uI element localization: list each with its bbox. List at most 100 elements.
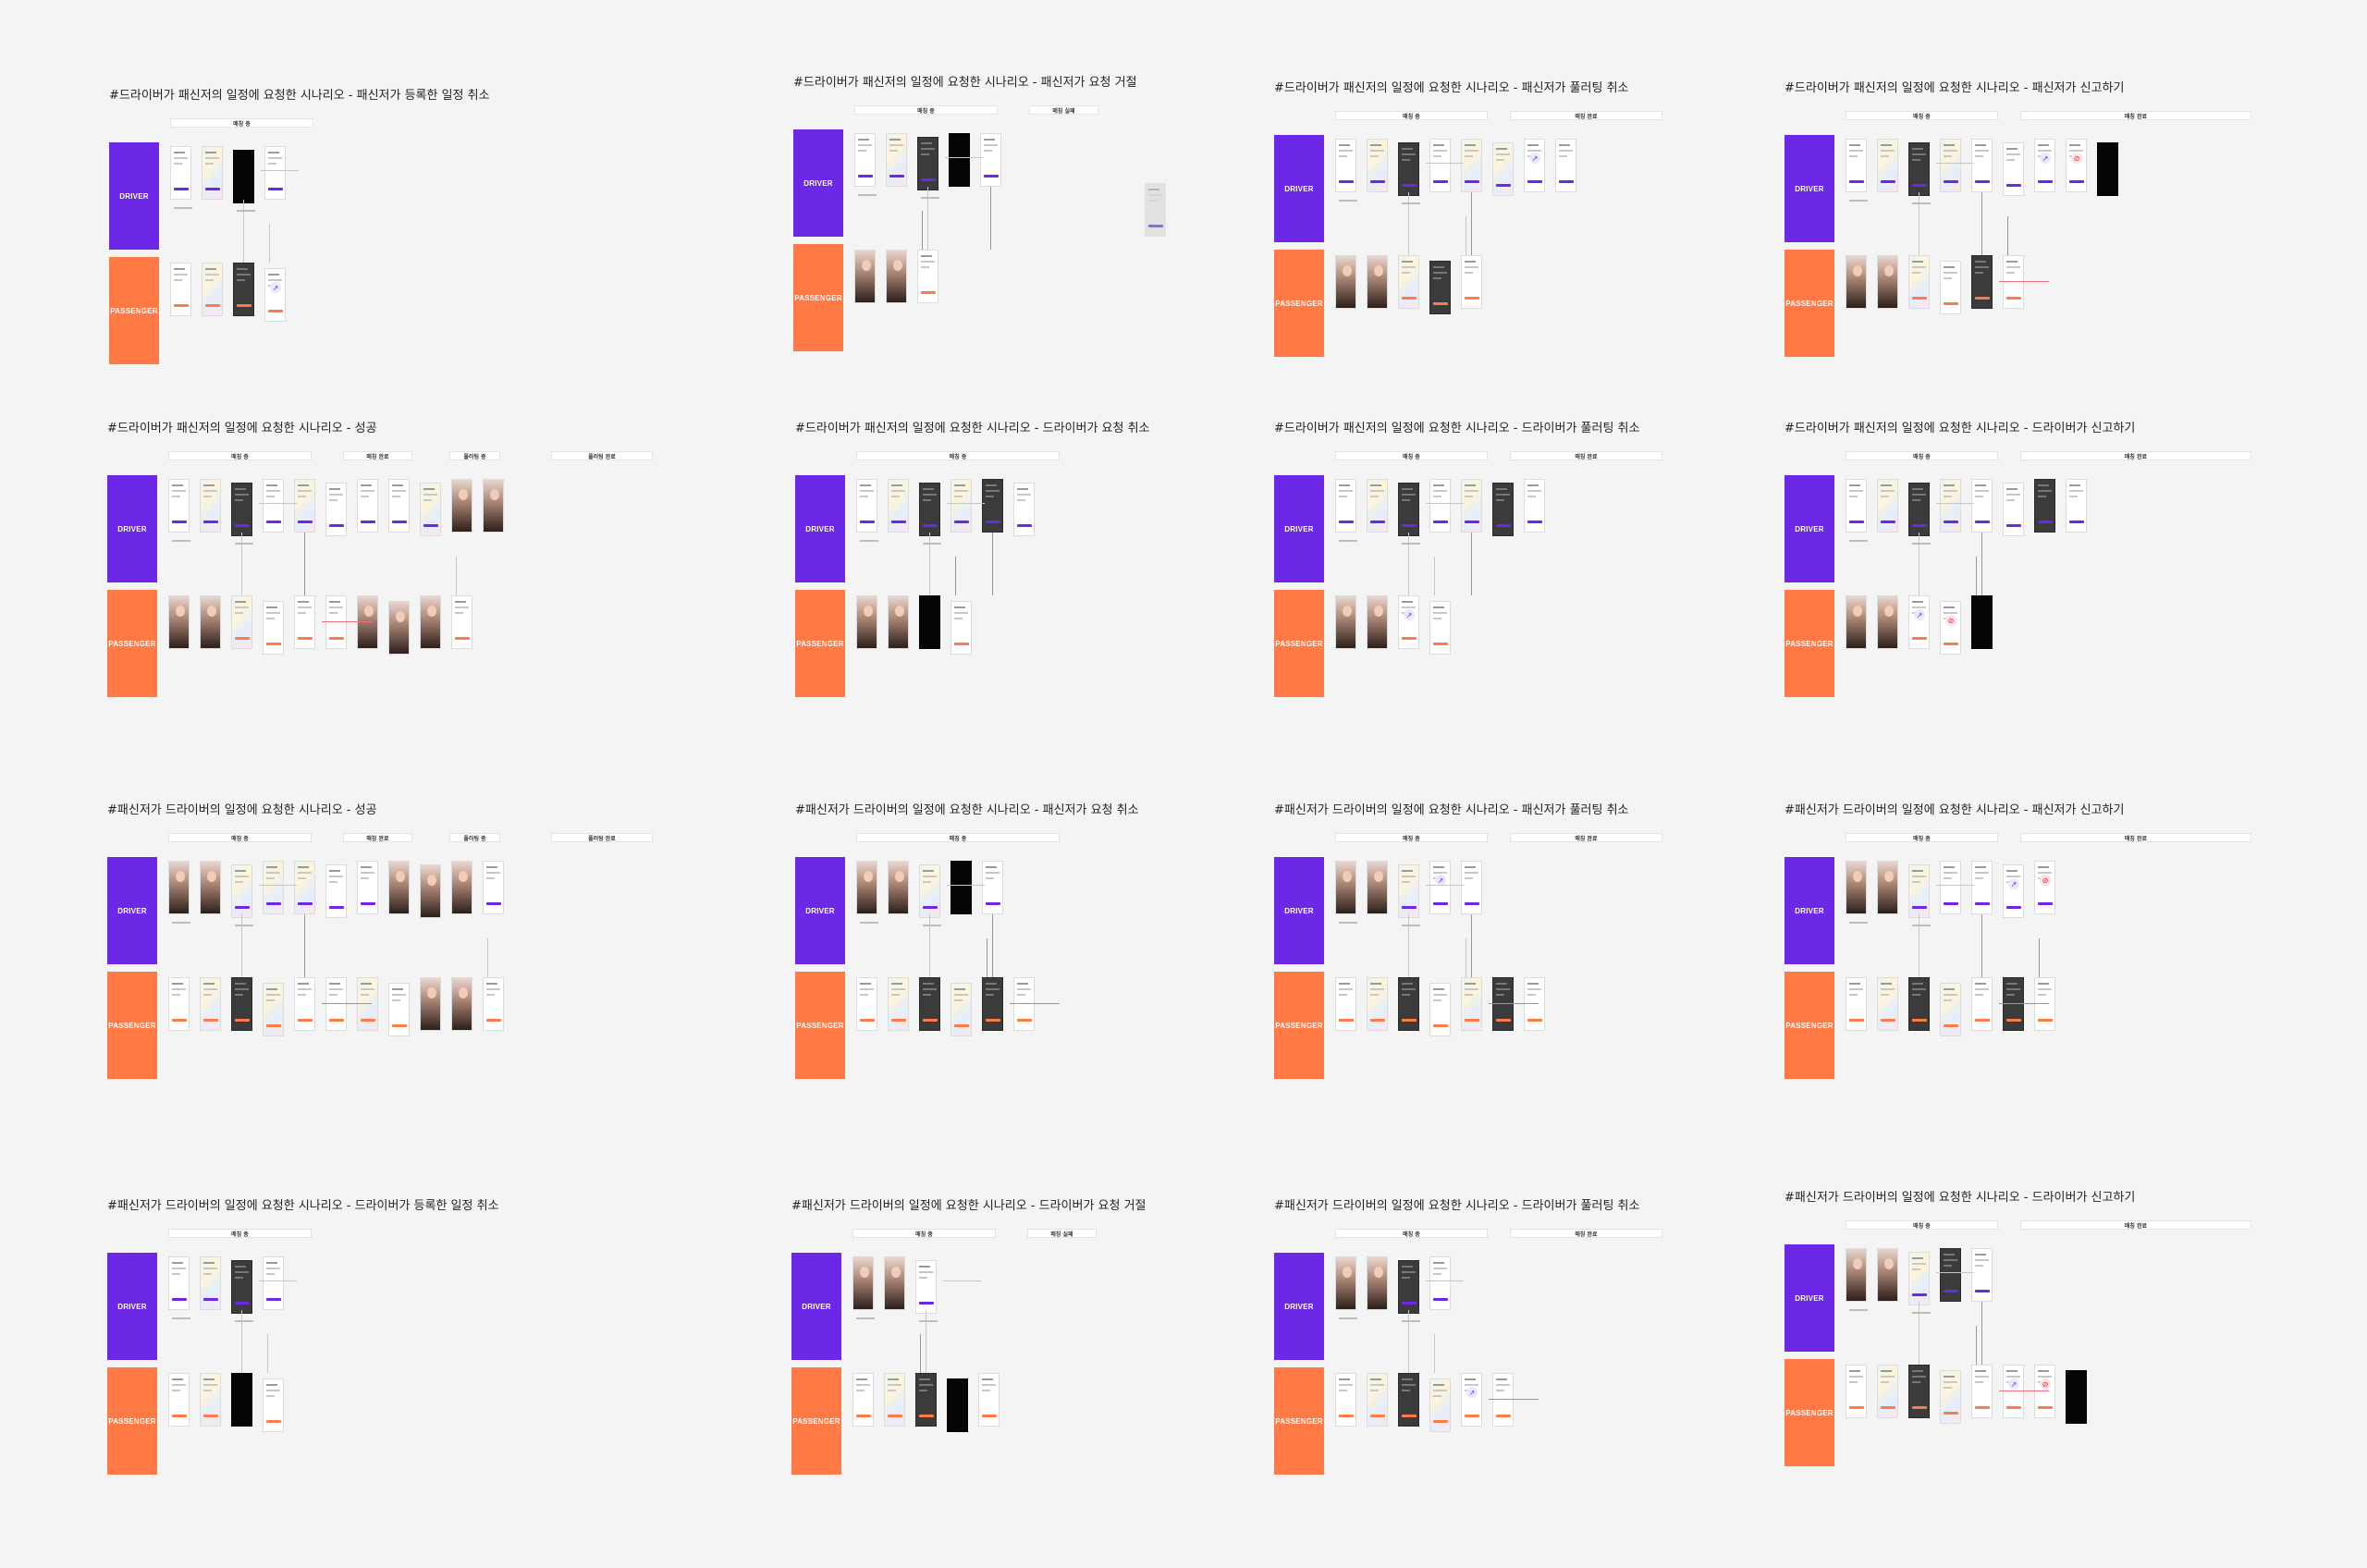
scenario-board[interactable]: #드라이버가 패신저의 일정에 요청한 시나리오 - 성공 DRIVER PASS… (107, 418, 754, 769)
app-screen-thumbnail[interactable] (1335, 139, 1356, 192)
app-screen-thumbnail[interactable] (1367, 139, 1388, 192)
scenario-board[interactable]: #패신저가 드라이버의 일정에 요청한 시나리오 - 패신저가 요청 취소 DR… (795, 800, 1442, 1151)
app-screen-thumbnail[interactable] (388, 479, 410, 533)
app-screen-thumbnail[interactable] (231, 595, 252, 649)
app-screen-thumbnail[interactable] (2003, 255, 2024, 309)
app-screen-thumbnail[interactable] (1367, 1256, 1388, 1310)
app-screen-thumbnail[interactable]: ↗ (1429, 861, 1451, 914)
app-screen-thumbnail[interactable] (1492, 483, 1514, 536)
app-screen-thumbnail[interactable] (1367, 977, 1388, 1031)
app-screen-thumbnail[interactable] (978, 1373, 1000, 1427)
app-screen-thumbnail[interactable] (1846, 595, 1867, 649)
app-screen-thumbnail[interactable] (1908, 255, 1930, 309)
app-screen-thumbnail[interactable] (856, 595, 877, 649)
app-screen-thumbnail[interactable] (919, 864, 940, 918)
app-screen-thumbnail[interactable] (202, 263, 223, 316)
app-screen-thumbnail[interactable] (325, 483, 347, 536)
app-screen-thumbnail[interactable] (888, 595, 909, 649)
app-screen-thumbnail[interactable] (886, 250, 907, 303)
app-screen-thumbnail[interactable] (982, 861, 1003, 914)
app-screen-thumbnail[interactable] (884, 1373, 905, 1427)
app-screen-thumbnail[interactable] (1908, 1365, 1930, 1418)
app-screen-thumbnail[interactable] (1429, 139, 1451, 192)
app-screen-thumbnail[interactable] (1335, 479, 1356, 533)
app-screen-thumbnail[interactable] (168, 479, 190, 533)
app-screen-thumbnail[interactable] (919, 977, 940, 1031)
app-screen-thumbnail[interactable] (1398, 483, 1419, 536)
app-screen-thumbnail[interactable]: ↗ (2003, 1365, 2024, 1418)
app-screen-thumbnail[interactable] (1367, 479, 1388, 533)
scenario-board[interactable]: #패신저가 드라이버의 일정에 요청한 시나리오 - 드라이버가 등록한 일정 … (107, 1195, 754, 1547)
app-screen-thumbnail[interactable] (1398, 255, 1419, 309)
app-screen-thumbnail[interactable] (264, 146, 286, 200)
app-screen-thumbnail[interactable] (231, 977, 252, 1031)
app-screen-thumbnail[interactable] (202, 146, 223, 200)
app-screen-thumbnail[interactable] (1908, 142, 1930, 196)
scenario-board[interactable]: #패신저가 드라이버의 일정에 요청한 시나리오 - 드라이버가 요청 거절 D… (791, 1195, 1439, 1547)
app-screen-thumbnail[interactable] (980, 133, 1001, 187)
app-screen-thumbnail[interactable] (168, 1256, 190, 1310)
scenario-board[interactable]: #드라이버가 패신저의 일정에 요청한 시나리오 - 패신저가 풀러팅 취소 D… (1274, 78, 1921, 429)
app-screen-thumbnail[interactable] (388, 601, 410, 655)
app-screen-thumbnail[interactable] (947, 1378, 968, 1432)
app-screen-thumbnail[interactable] (483, 861, 504, 914)
app-screen-thumbnail[interactable] (451, 977, 472, 1031)
app-screen-thumbnail[interactable] (451, 479, 472, 533)
app-screen-thumbnail[interactable] (1846, 479, 1867, 533)
app-screen-thumbnail[interactable] (2034, 479, 2055, 533)
app-screen-thumbnail[interactable] (884, 1256, 905, 1310)
app-screen-thumbnail[interactable]: ⊘ (2066, 139, 2087, 192)
app-screen-thumbnail[interactable] (1429, 983, 1451, 1036)
app-screen-thumbnail[interactable] (888, 861, 909, 914)
app-screen-thumbnail[interactable] (888, 977, 909, 1031)
app-screen-thumbnail[interactable] (1524, 977, 1545, 1031)
app-screen-thumbnail[interactable] (915, 1373, 937, 1427)
app-screen-thumbnail[interactable] (1908, 864, 1930, 918)
app-screen-thumbnail[interactable] (2003, 142, 2024, 196)
app-screen-thumbnail[interactable] (950, 601, 972, 655)
app-screen-thumbnail[interactable] (854, 133, 876, 187)
app-screen-thumbnail[interactable] (1367, 255, 1388, 309)
app-screen-thumbnail[interactable] (325, 977, 347, 1031)
app-screen-thumbnail[interactable] (1335, 255, 1356, 309)
app-screen-thumbnail[interactable] (1145, 183, 1166, 237)
app-screen-thumbnail[interactable] (1429, 1378, 1451, 1432)
app-screen-thumbnail[interactable] (1335, 1256, 1356, 1310)
app-screen-thumbnail[interactable] (357, 595, 378, 649)
app-screen-thumbnail[interactable] (1971, 479, 1993, 533)
app-screen-thumbnail[interactable] (917, 137, 938, 190)
app-screen-thumbnail[interactable] (170, 146, 191, 200)
app-screen-thumbnail[interactable] (856, 861, 877, 914)
app-screen-thumbnail[interactable] (1555, 139, 1576, 192)
app-screen-thumbnail[interactable] (1940, 983, 1961, 1036)
app-screen-thumbnail[interactable] (1940, 479, 1961, 533)
scenario-board[interactable]: #패신저가 드라이버의 일정에 요청한 시나리오 - 드라이버가 신고하기 DR… (1784, 1187, 2367, 1538)
app-screen-thumbnail[interactable] (1877, 255, 1898, 309)
app-screen-thumbnail[interactable] (1398, 142, 1419, 196)
app-screen-thumbnail[interactable] (168, 861, 190, 914)
app-screen-thumbnail[interactable] (263, 1256, 284, 1310)
app-screen-thumbnail[interactable] (325, 864, 347, 918)
app-screen-thumbnail[interactable] (2003, 483, 2024, 536)
app-screen-thumbnail[interactable] (1846, 1248, 1867, 1302)
app-screen-thumbnail[interactable] (231, 483, 252, 536)
scenario-board[interactable]: #패신저가 드라이버의 일정에 요청한 시나리오 - 패신저가 신고하기 DRI… (1784, 800, 2367, 1151)
app-screen-thumbnail[interactable] (200, 595, 221, 649)
app-screen-thumbnail[interactable] (1971, 977, 1993, 1031)
app-screen-thumbnail[interactable] (1461, 479, 1482, 533)
app-screen-thumbnail[interactable]: ↗ (1524, 139, 1545, 192)
app-screen-thumbnail[interactable] (1429, 479, 1451, 533)
app-screen-thumbnail[interactable] (1846, 977, 1867, 1031)
app-screen-thumbnail[interactable] (263, 861, 284, 914)
app-screen-thumbnail[interactable] (950, 983, 972, 1036)
app-screen-thumbnail[interactable] (1940, 261, 1961, 314)
app-screen-thumbnail[interactable] (1908, 483, 1930, 536)
app-screen-thumbnail[interactable] (1940, 1370, 1961, 1424)
app-screen-thumbnail[interactable] (1461, 977, 1482, 1031)
app-screen-thumbnail[interactable] (1013, 483, 1035, 536)
app-screen-thumbnail[interactable] (294, 977, 315, 1031)
scenario-board[interactable]: #패신저가 드라이버의 일정에 요청한 시나리오 - 드라이버가 풀러팅 취소 … (1274, 1195, 1921, 1547)
app-screen-thumbnail[interactable] (200, 479, 221, 533)
app-screen-thumbnail[interactable] (1429, 1256, 1451, 1310)
